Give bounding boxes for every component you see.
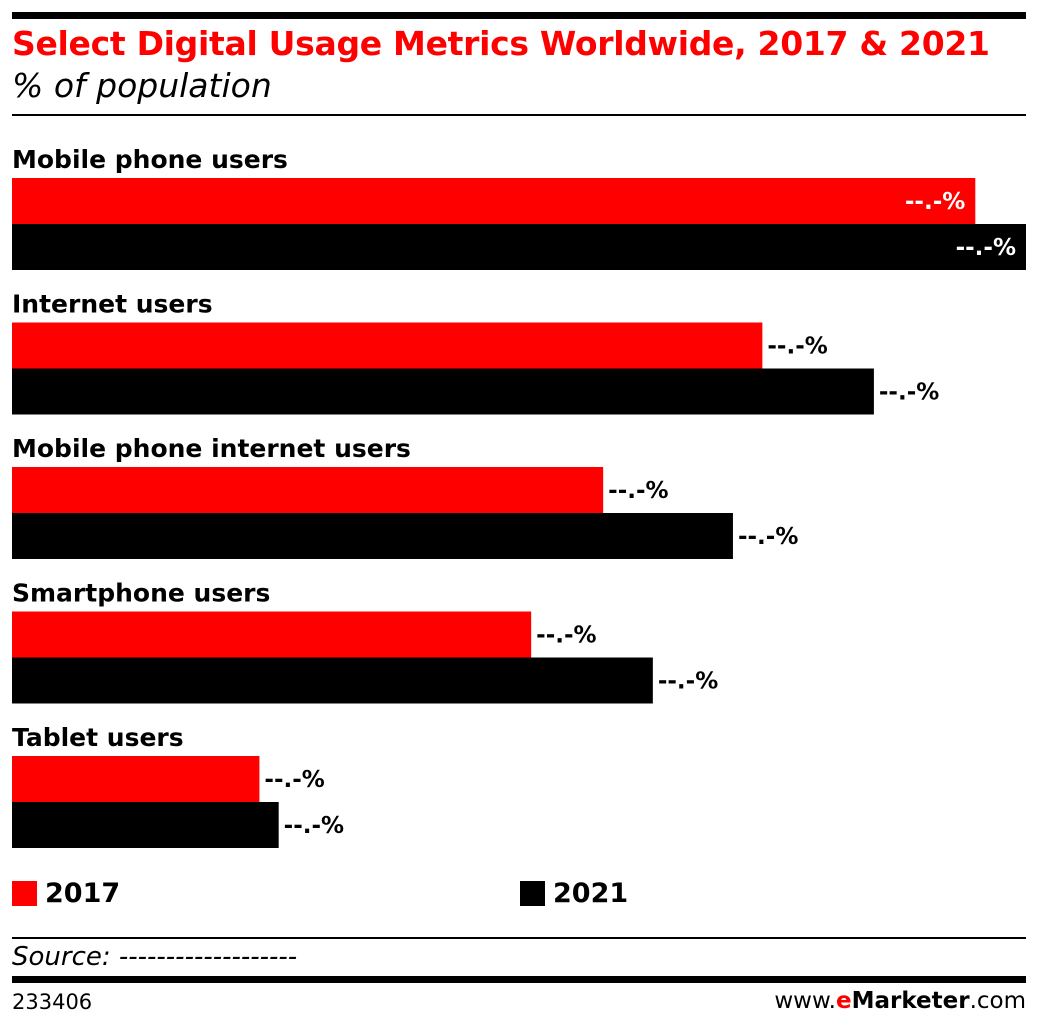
source-divider [12,937,1026,939]
bar-smartphone-users-2021 [12,657,653,704]
brand-suffix: .com [969,988,1026,1014]
value-label-internet-users-2021: --.-% [879,380,939,406]
brand-name: Marketer [851,988,970,1014]
bar-mobile-phone-users-2017 [12,178,976,224]
chart-title: Select Digital Usage Metrics Worldwide, … [12,24,990,63]
category-label-internet-users: Internet users [12,290,213,319]
bar-tablet-users-2021 [12,802,279,848]
top-rule [12,12,1026,19]
value-label-tablet-users-2017: --.-% [264,767,324,793]
title-divider [12,114,1026,116]
source-text: Source: ------------------- [12,942,298,972]
value-label-smartphone-users-2017: --.-% [536,623,596,649]
category-label-tablet-users: Tablet users [12,723,184,752]
brand-prefix: www. [774,988,836,1014]
value-label-mobile-phone-users-2017: --.-% [905,189,965,215]
chart-subtitle: % of population [12,66,272,105]
legend-item-2021: 2021 [520,878,628,909]
legend-label-2021: 2021 [553,878,629,909]
legend-swatch-2017 [12,881,37,906]
category-label-mobile-phone-internet-users: Mobile phone internet users [12,434,411,463]
bar-mobile-phone-internet-users-2017 [12,467,604,513]
category-label-smartphone-users: Smartphone users [12,579,270,608]
bar-mobile-phone-internet-users-2021 [12,513,733,559]
value-label-internet-users-2017: --.-% [767,334,827,360]
brand-e: e [835,988,852,1014]
bar-internet-users-2017 [12,322,763,369]
category-label-mobile-phone-users: Mobile phone users [12,145,288,174]
bar-smartphone-users-2017 [12,611,532,658]
legend-item-2017: 2017 [12,878,120,909]
value-label-tablet-users-2021: --.-% [284,813,344,839]
value-label-mobile-phone-users-2021: --.-% [956,235,1016,261]
bar-mobile-phone-users-2021 [12,224,1026,270]
value-label-mobile-phone-internet-users-2017: --.-% [608,478,668,504]
bar-chart: Mobile phone users --.-% --.-% Internet use… [12,145,1026,848]
legend-label-2017: 2017 [45,878,121,909]
bar-tablet-users-2017 [12,756,260,802]
bar-internet-users-2021 [12,368,874,415]
chart-id: 233406 [12,990,93,1014]
brand-link[interactable]: www.eMarketer.com [774,988,1026,1014]
value-label-smartphone-users-2021: --.-% [658,669,718,695]
bottom-rule [12,976,1026,983]
value-label-mobile-phone-internet-users-2021: --.-% [738,524,798,550]
legend-swatch-2021 [520,881,545,906]
